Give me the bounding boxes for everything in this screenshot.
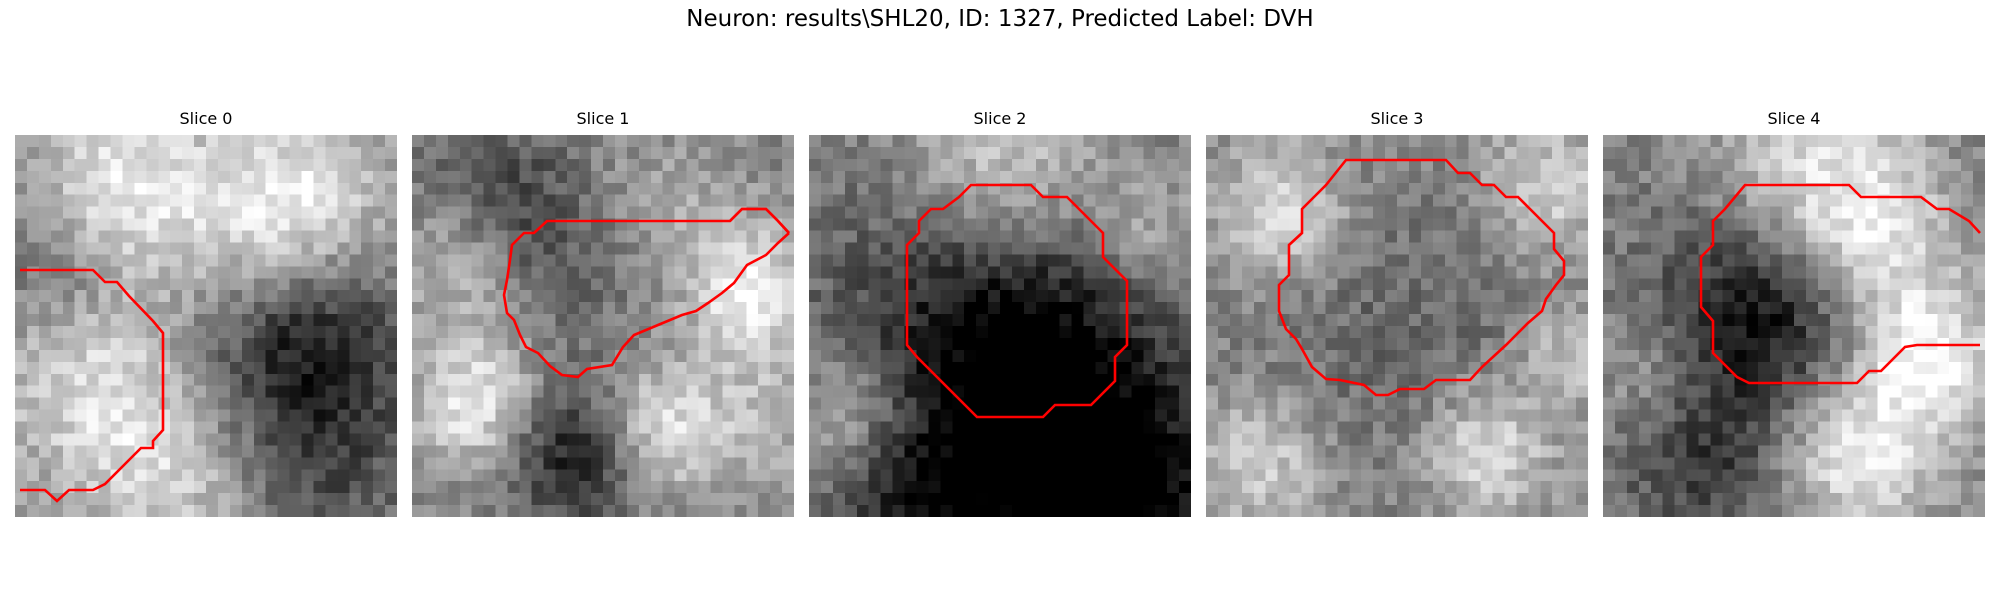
slice-4-title: Slice 4 [1767, 109, 1821, 128]
slice-1-title: Slice 1 [576, 109, 630, 128]
slice-1-contour-upper [502, 207, 790, 379]
slice-1-grayscale-canvas [412, 135, 794, 517]
slice-4-contour [1699, 183, 1981, 385]
slice-2-image [809, 135, 1191, 517]
slice-1-image [412, 135, 794, 517]
slice-0-image [15, 135, 397, 517]
slice-0-grayscale-canvas [15, 135, 397, 517]
slice-2-contour [905, 183, 1129, 419]
slice-1-contour-lower [729, 207, 790, 234]
slice-3-image [1206, 135, 1588, 517]
slice-3-title: Slice 3 [1370, 109, 1424, 128]
slice-3-contour [1277, 158, 1566, 397]
slice-0-contour [20, 268, 165, 503]
slice-4-contour-overlay [1699, 183, 1981, 385]
slice-0-contour-overlay [20, 268, 165, 503]
slice-3-contour-overlay [1277, 158, 1566, 397]
figure-title: Neuron: results\SHL20, ID: 1327, Predict… [686, 6, 1314, 32]
slice-2-title: Slice 2 [973, 109, 1027, 128]
slice-4-image [1603, 135, 1985, 517]
slice-1-contour-overlay [502, 207, 790, 379]
slice-0-title: Slice 0 [179, 109, 233, 128]
slice-2-contour-overlay [905, 183, 1129, 419]
